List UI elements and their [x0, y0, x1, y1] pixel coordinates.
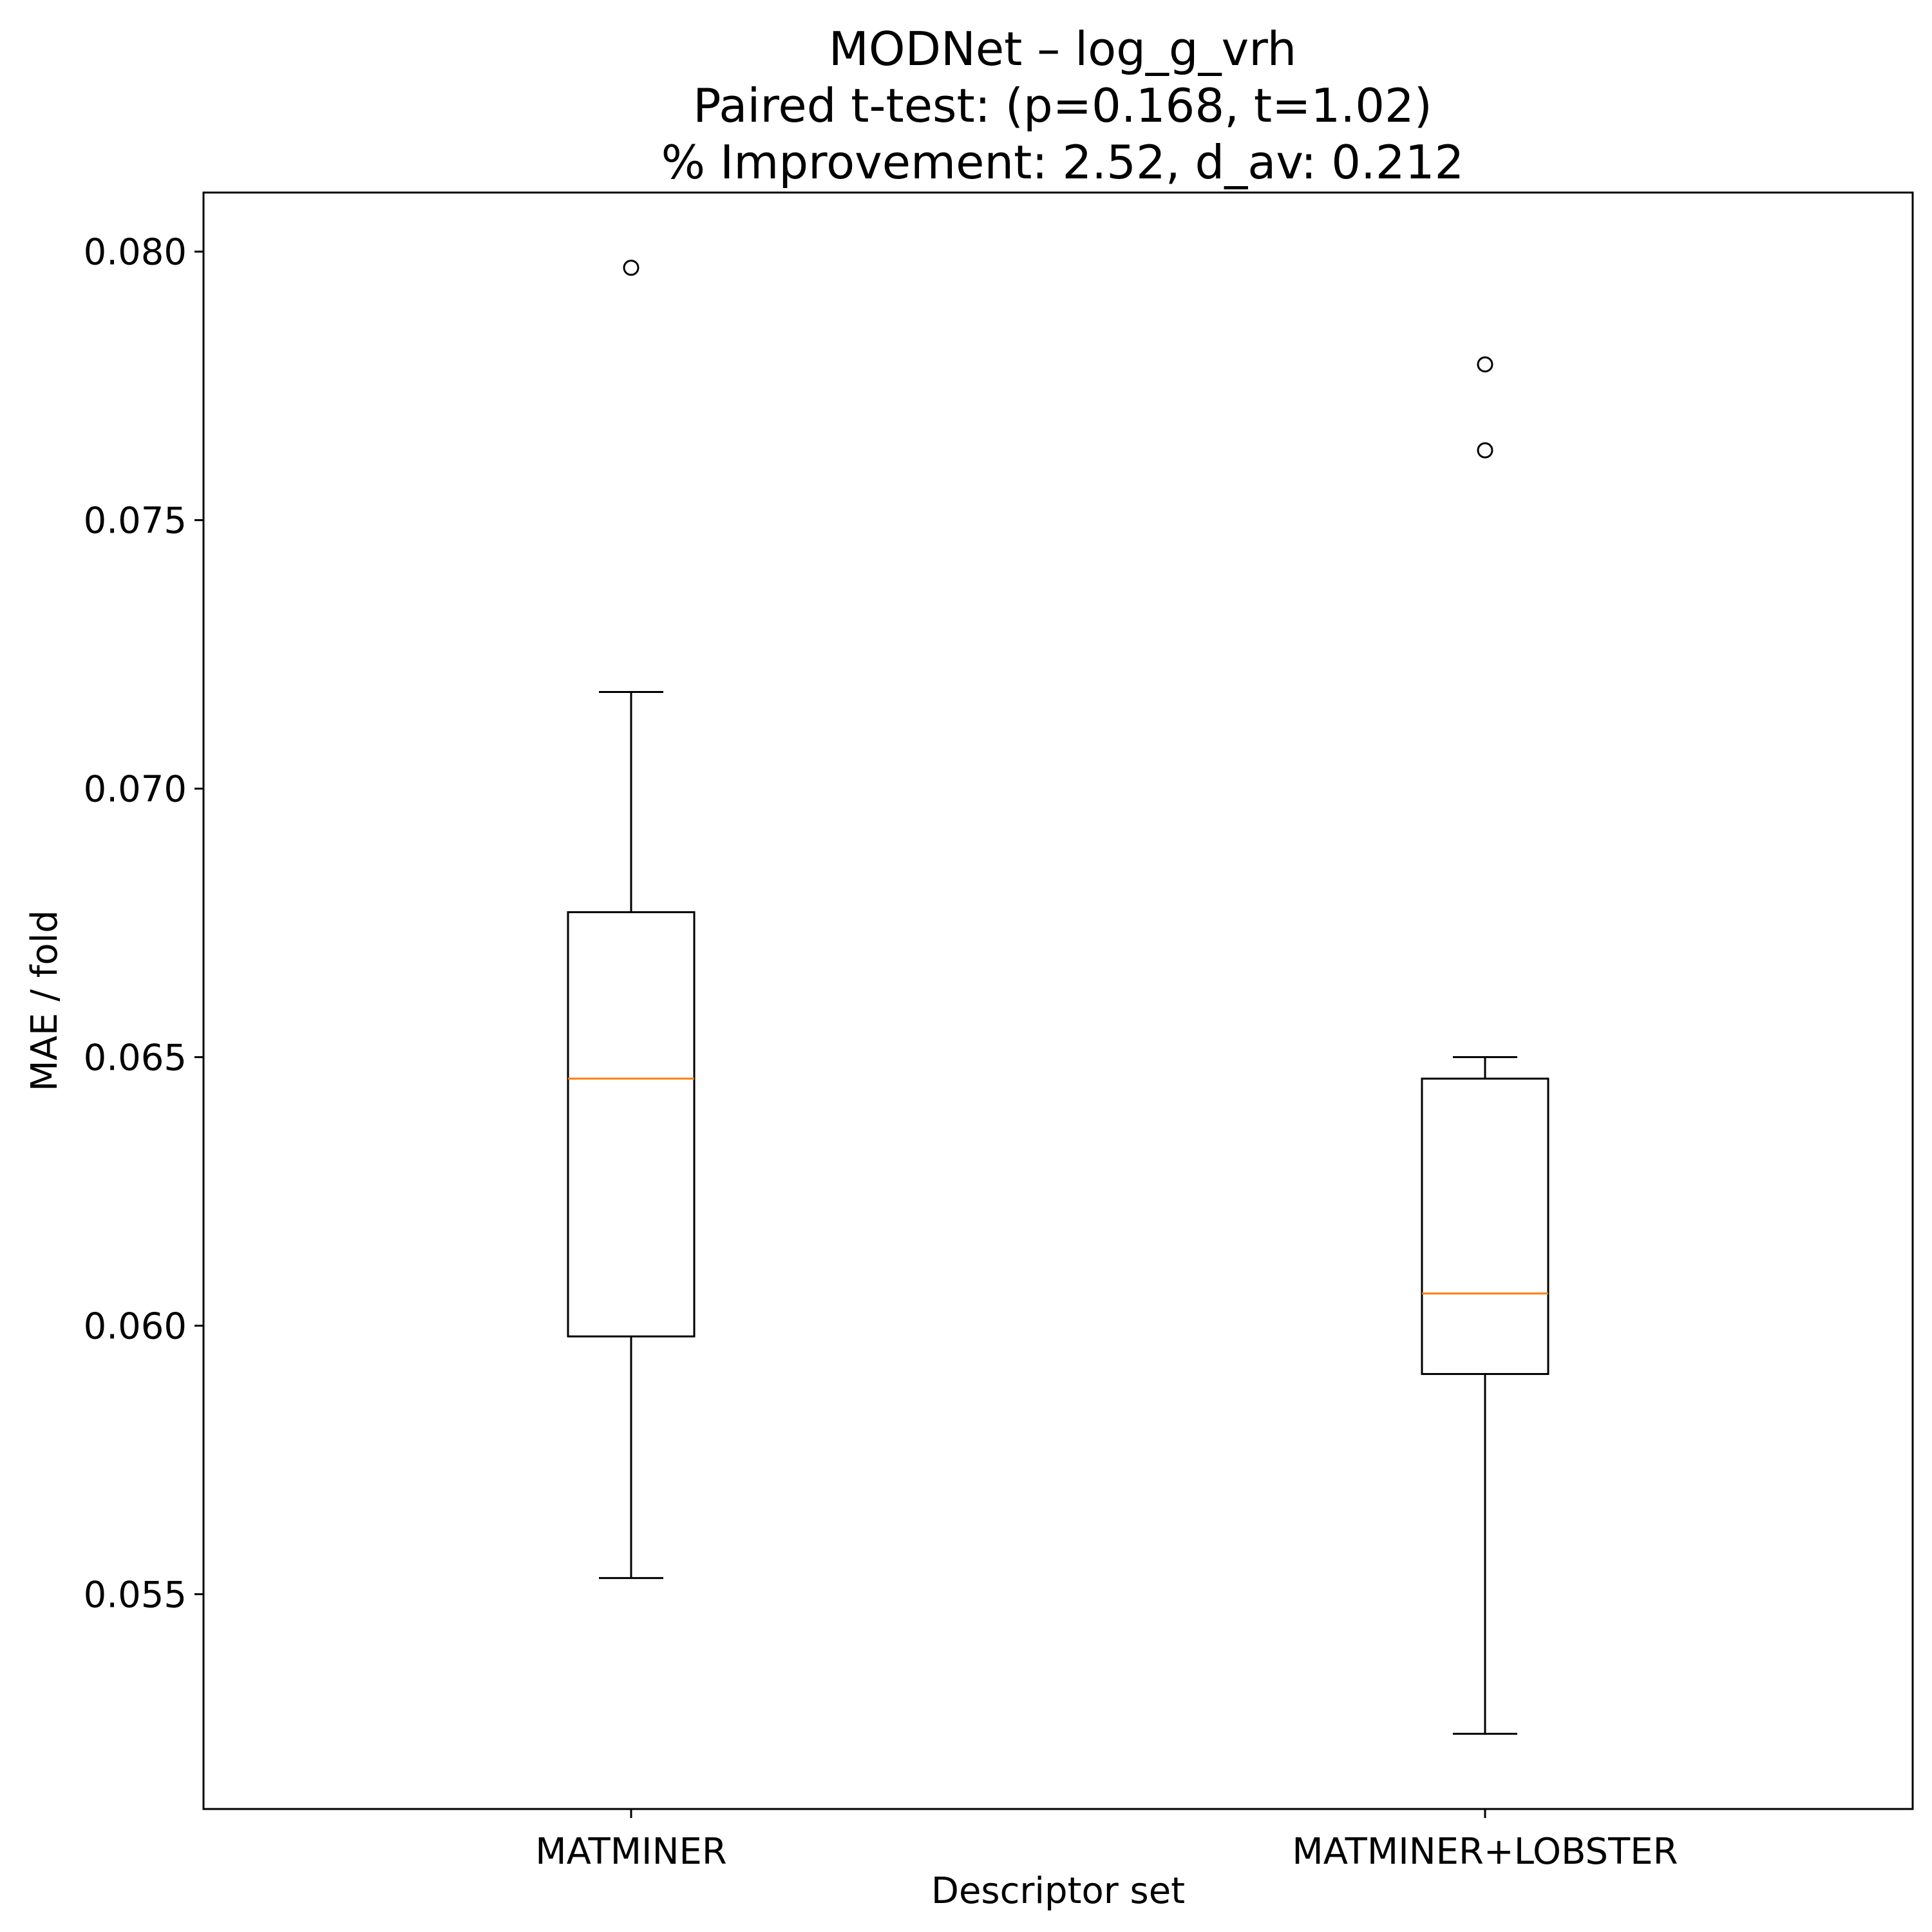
x-tick-label: MATMINER+LOBSTER	[1292, 1831, 1678, 1873]
chart-subtitle-ttest: Paired t-test: (p=0.168, t=1.02)	[693, 79, 1432, 133]
y-tick-label: 0.060	[84, 1306, 187, 1348]
chart-title: MODNet – log_g_vrh	[828, 22, 1297, 76]
iqr-box	[1421, 1077, 1549, 1376]
outlier-point	[1477, 442, 1493, 459]
chart-subtitle-improvement: % Improvement: 2.52, d_av: 0.212	[661, 135, 1464, 189]
x-axis: MATMINER MATMINER+LOBSTER	[535, 1809, 1678, 1873]
y-tick-label: 0.065	[84, 1037, 187, 1079]
y-tick-label: 0.080	[84, 232, 187, 274]
iqr-box	[567, 911, 696, 1338]
y-tick-label: 0.070	[84, 769, 187, 811]
axes-frame	[202, 191, 1914, 1810]
y-tick-label: 0.075	[84, 500, 187, 542]
outlier-point	[1477, 356, 1493, 373]
box-matminer	[567, 260, 696, 1579]
x-tick-label: MATMINER	[535, 1831, 727, 1873]
y-tick-label: 0.055	[84, 1574, 187, 1616]
outlier-point	[623, 260, 639, 276]
box-matminer-lobster	[1421, 356, 1549, 1735]
boxes	[567, 260, 1549, 1735]
y-axis: 0.055 0.060 0.065 0.070 0.075 0.080	[84, 232, 204, 1616]
y-axis-label: MAE / fold	[24, 910, 66, 1092]
x-axis-label: Descriptor set	[931, 1870, 1185, 1912]
